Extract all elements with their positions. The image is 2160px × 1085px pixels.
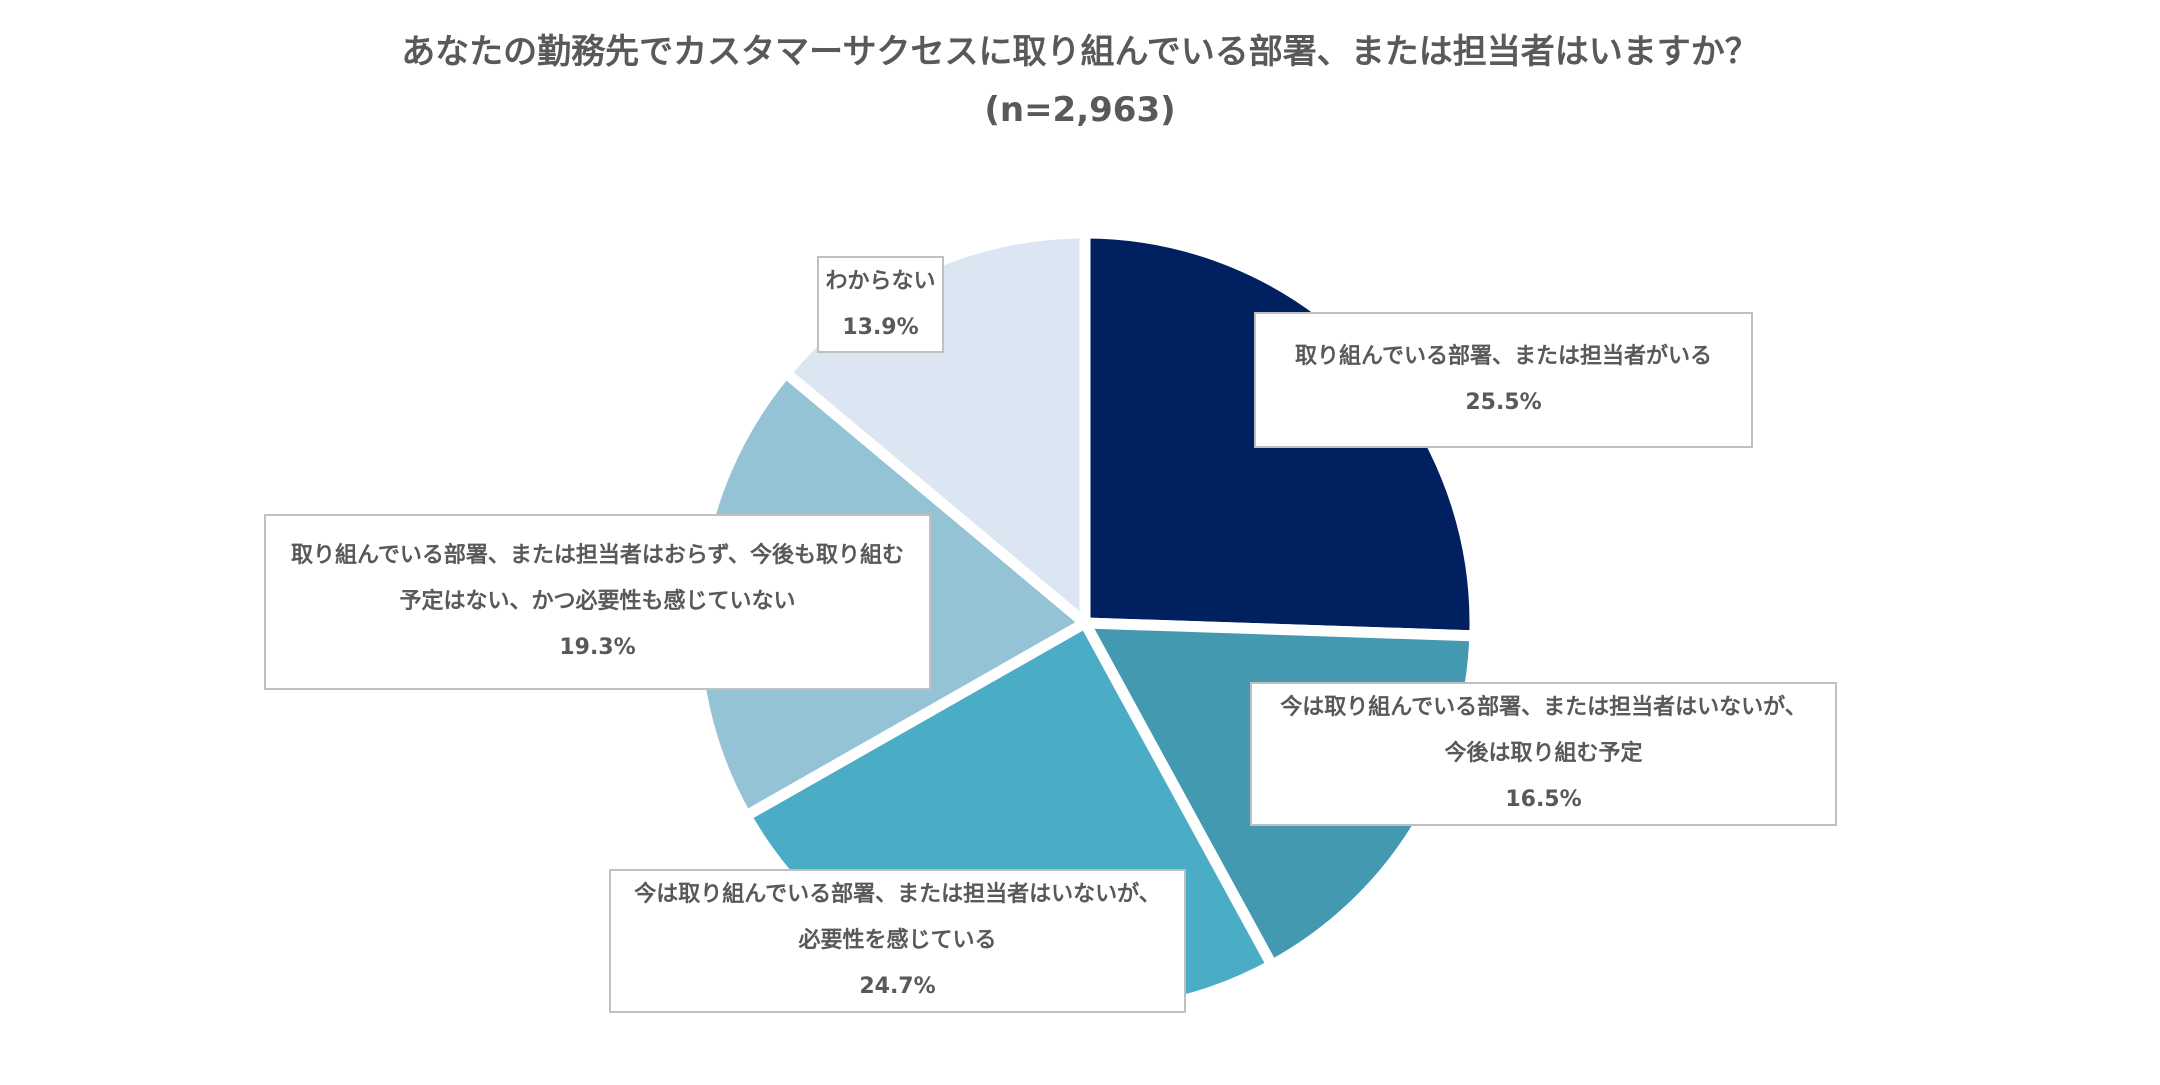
data-label-2-value: 24.7% xyxy=(859,974,936,999)
data-label-0-value: 25.5% xyxy=(1465,390,1542,415)
data-label-3-value: 19.3% xyxy=(559,635,636,660)
chart-subtitle: (n=2,963) xyxy=(984,90,1176,130)
data-label-0: 取り組んでいる部署、または担当者がいる 25.5% xyxy=(1254,312,1753,448)
data-label-4-line-0: わからない xyxy=(825,268,936,294)
data-label-3-line-0: 取り組んでいる部署、または担当者はおらず、今後も取り組む xyxy=(291,543,904,568)
data-label-4: わからない 13.9% xyxy=(817,256,944,353)
data-label-1-line-0: 今は取り組んでいる部署、または担当者はいないが、 xyxy=(1280,695,1807,720)
chart-title: あなたの勤務先でカスタマーサクセスに取り組んでいる部署、または担当者はいますか？ xyxy=(401,32,1759,72)
data-label-1-line-1: 今後は取り組む予定 xyxy=(1444,741,1643,766)
data-label-1-value: 16.5% xyxy=(1505,787,1582,812)
data-label-3: 取り組んでいる部署、または担当者はおらず、今後も取り組む 予定はない、かつ必要性… xyxy=(264,514,931,690)
data-label-3-line-1: 予定はない、かつ必要性も感じていない xyxy=(399,589,796,614)
data-label-2: 今は取り組んでいる部署、または担当者はいないが、 必要性を感じている 24.7% xyxy=(609,869,1186,1013)
data-label-2-line-0: 今は取り組んでいる部署、または担当者はいないが、 xyxy=(634,882,1161,907)
data-label-1: 今は取り組んでいる部署、または担当者はいないが、 今後は取り組む予定 16.5% xyxy=(1250,682,1837,826)
data-label-2-line-1: 必要性を感じている xyxy=(798,928,997,953)
data-label-0-line-0: 取り組んでいる部署、または担当者がいる xyxy=(1295,344,1712,369)
data-label-4-value: 13.9% xyxy=(842,314,919,340)
